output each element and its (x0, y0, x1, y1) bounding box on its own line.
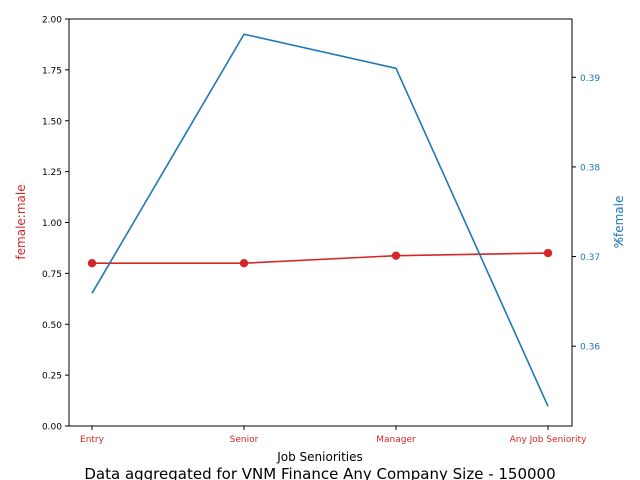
right-axis-label: %̸female (612, 196, 626, 249)
female-male-ratio-point (391, 251, 401, 260)
left-axis-tick-label: 1.50 (42, 117, 62, 127)
percent-female-line (91, 33, 549, 407)
series-layer (87, 33, 553, 407)
female-male-ratio-point (239, 259, 249, 268)
left-axis-tick-label: 1.25 (42, 168, 62, 178)
female-male-ratio-point (543, 248, 553, 258)
left-axis-tick-label: 2.00 (42, 16, 62, 26)
left-axis-tick-label: 1.00 (42, 219, 62, 229)
left-axis-tick-label: 0.00 (42, 423, 62, 433)
x-axis-tick-label: Entry (80, 435, 105, 445)
left-axis: 0.00 0.25 0.50 0.75 1.00 1.25 1.50 1.75 2.00 (42, 16, 69, 433)
left-axis-label: female:male (14, 184, 28, 259)
right-axis-tick-label: 0.36 (580, 343, 600, 353)
left-axis-tick-label: 1.75 (42, 66, 62, 76)
x-axis-tick-label: Manager (376, 435, 416, 445)
x-axis-tick-label: Any Job Seniority (510, 435, 587, 445)
x-axis-tick-label: Senior (230, 435, 259, 445)
left-axis-tick-label: 0.25 (42, 372, 62, 382)
female-male-ratio-line (92, 252, 549, 265)
left-axis-tick-label: 0.75 (42, 270, 62, 280)
right-axis-tick-label: 0.37 (580, 253, 600, 263)
right-axis-tick-label: 0.39 (580, 74, 600, 84)
x-axis-label: Job Seniorities (276, 450, 363, 464)
x-axis: Entry Senior Manager Any Job Seniority (80, 426, 587, 445)
right-axis: 0.36 0.37 0.38 0.39 (572, 74, 600, 353)
left-axis-tick-label: 0.50 (42, 321, 62, 331)
right-axis-tick-label: 0.38 (580, 163, 600, 173)
plot-frame (68, 18, 573, 427)
chart-caption: Data aggregated for VNM Finance Any Comp… (84, 465, 555, 480)
female-male-ratio-point (87, 259, 97, 268)
